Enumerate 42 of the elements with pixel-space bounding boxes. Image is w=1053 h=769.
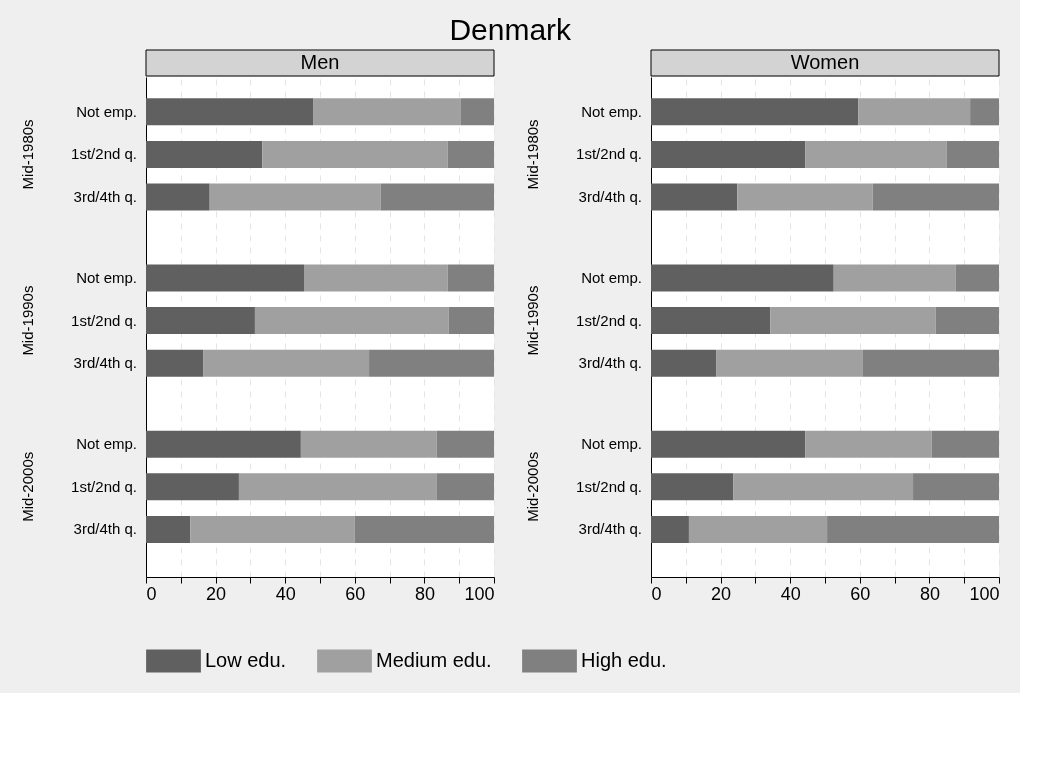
x-tick-label: 60 xyxy=(345,583,366,604)
text: Mid-2000s xyxy=(19,451,36,522)
x-tick-label: 80 xyxy=(414,583,435,604)
legend-label: Low edu. xyxy=(205,649,287,671)
text: Mid-1990s xyxy=(19,285,36,356)
y-tick-label: 3rd/4th q. xyxy=(578,188,642,206)
y-tick-label: 1st/2nd q. xyxy=(71,311,137,329)
x-tick-label: 20 xyxy=(206,583,227,604)
x-tick-label: 0 xyxy=(651,583,662,604)
y-tick-label: 3rd/4th q. xyxy=(578,354,642,372)
y-tick-label: Not emp. xyxy=(581,269,642,286)
chart-title: Denmark xyxy=(449,12,573,46)
chart-subtitle: Men xyxy=(300,51,340,73)
x-tick-label: 20 xyxy=(711,583,732,604)
y-tick-label: 3rd/4th q. xyxy=(73,520,137,538)
y-tick-label: 1st/2nd q. xyxy=(576,477,642,495)
text: Mid-1990s xyxy=(524,285,541,356)
x-tick-label: 100 xyxy=(969,583,1000,604)
x-tick-label: 80 xyxy=(919,583,940,604)
x-tick-label: 100 xyxy=(464,583,495,604)
y-tick-label: Not emp. xyxy=(76,435,137,453)
y-tick-label: 1st/2nd q. xyxy=(71,477,137,495)
x-tick-label: 40 xyxy=(275,583,296,604)
y-tick-label: 1st/2nd q. xyxy=(576,311,642,329)
text: Mid-1980s xyxy=(19,119,36,190)
y-tick-label: Not emp. xyxy=(581,435,642,453)
legend-label: Medium edu. xyxy=(376,649,492,671)
y-tick-label: 3rd/4th q. xyxy=(73,188,137,206)
x-tick-label: 0 xyxy=(146,583,157,604)
text: Mid-1980s xyxy=(524,119,541,190)
y-tick-label: 3rd/4th q. xyxy=(73,354,137,372)
y-tick-label: Not emp. xyxy=(76,269,137,286)
y-tick-label: Not emp. xyxy=(76,102,137,120)
y-tick-label: 1st/2nd q. xyxy=(576,145,642,163)
y-tick-label: 3rd/4th q. xyxy=(578,520,642,538)
legend-label: High edu. xyxy=(581,649,667,671)
y-tick-label: Not emp. xyxy=(581,102,642,120)
x-tick-label: 40 xyxy=(780,583,801,604)
x-tick-label: 60 xyxy=(850,583,871,604)
text: Mid-2000s xyxy=(524,451,541,522)
y-tick-label: 1st/2nd q. xyxy=(71,145,137,163)
chart-subtitle: Women xyxy=(790,51,860,73)
